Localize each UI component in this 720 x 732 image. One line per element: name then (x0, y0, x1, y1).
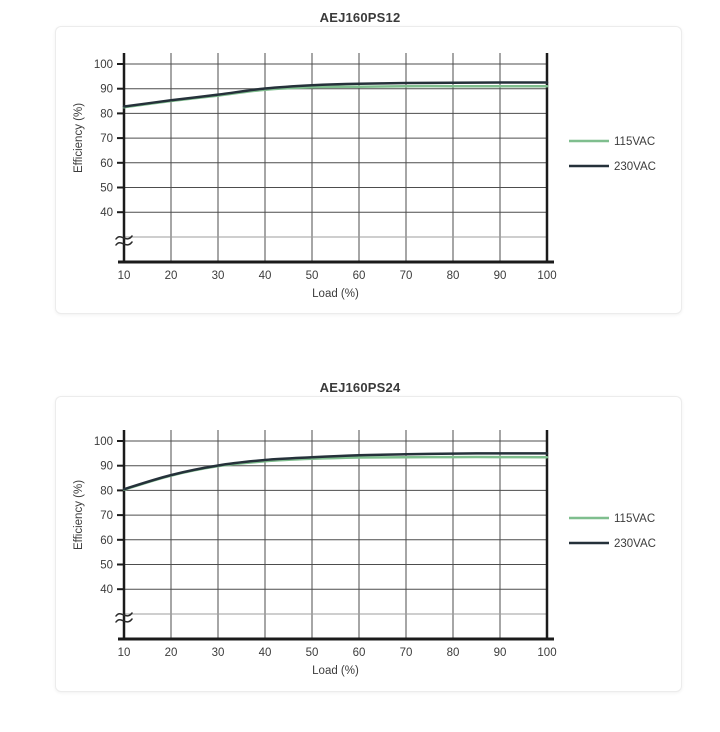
x-tick-label: 90 (494, 647, 507, 659)
y-axis-title: Efficiency (%) (73, 103, 85, 173)
x-tick-label: 20 (165, 270, 178, 282)
x-tick-label: 10 (118, 270, 131, 282)
y-tick-label: 90 (100, 84, 113, 96)
axis-break-icon (115, 241, 133, 246)
x-tick-label: 20 (165, 647, 178, 659)
chart-block-aej160ps12: AEJ160PS12 100 90 80 70 60 50 40 10 20 30 40 50 60 70… (0, 0, 720, 314)
y-tick-label: 100 (94, 436, 113, 448)
series-line-230vac (122, 452, 549, 491)
y-tick-label: 40 (100, 584, 113, 596)
x-tick-label: 80 (447, 270, 460, 282)
y-tick-label: 70 (100, 510, 113, 522)
x-tick-label: 50 (306, 270, 319, 282)
y-tick-label: 90 (100, 461, 113, 473)
x-tick-label: 70 (400, 270, 413, 282)
chart-block-aej160ps24: AEJ160PS24 100 90 80 70 60 50 40 10 20 30 40 50 60 70… (0, 370, 720, 692)
series-line-115vac (122, 455, 549, 491)
legend-label-230vac: 230VAC (614, 161, 656, 173)
series-line-115vac (122, 84, 549, 109)
x-axis-title: Load (%) (312, 665, 359, 677)
axis-break-icon (115, 618, 133, 623)
legend-label-230vac: 230VAC (614, 538, 656, 550)
y-tick-label: 70 (100, 133, 113, 145)
y-tick-label: 80 (100, 485, 113, 497)
axis-break-icon (115, 235, 133, 240)
y-tick-label: 50 (100, 183, 113, 195)
x-tick-label: 40 (259, 270, 272, 282)
y-tick-label: 50 (100, 560, 113, 572)
chart-card-aej160ps12: 100 90 80 70 60 50 40 10 20 30 40 50 60 70 80 90 100 115V… (55, 26, 682, 314)
x-tick-label: 30 (212, 647, 225, 659)
x-tick-label: 10 (118, 647, 131, 659)
y-tick-label: 60 (100, 158, 113, 170)
x-tick-label: 70 (400, 647, 413, 659)
y-tick-label: 80 (100, 108, 113, 120)
efficiency-chart-aej160ps12: 100 90 80 70 60 50 40 10 20 30 40 50 60 70 80 90 100 115V… (73, 53, 656, 300)
chart-card-aej160ps24: 100 90 80 70 60 50 40 10 20 30 40 50 60 70 80 90 100 115V… (55, 396, 682, 692)
x-tick-label: 50 (306, 647, 319, 659)
y-tick-label: 100 (94, 59, 113, 71)
legend-label-115vac: 115VAC (614, 136, 655, 148)
x-tick-label: 100 (537, 647, 556, 659)
x-tick-label: 80 (447, 647, 460, 659)
series-line-230vac (122, 81, 549, 108)
y-axis-title: Efficiency (%) (73, 480, 85, 550)
axis-break-icon (115, 612, 133, 617)
x-tick-label: 60 (353, 270, 366, 282)
x-axis-title: Load (%) (312, 288, 359, 300)
x-tick-label: 100 (537, 270, 556, 282)
y-tick-label: 40 (100, 207, 113, 219)
x-tick-label: 40 (259, 647, 272, 659)
chart-title-aej160ps24: AEJ160PS24 (319, 380, 401, 395)
y-tick-label: 60 (100, 535, 113, 547)
chart-title-aej160ps12: AEJ160PS12 (319, 10, 401, 25)
efficiency-chart-aej160ps24: 100 90 80 70 60 50 40 10 20 30 40 50 60 70 80 90 100 115V… (73, 430, 656, 677)
page: AEJ160PS12 100 90 80 70 60 50 40 10 20 30 40 50 60 70… (0, 0, 720, 692)
x-tick-label: 90 (494, 270, 507, 282)
x-tick-label: 60 (353, 647, 366, 659)
x-tick-label: 30 (212, 270, 225, 282)
legend-label-115vac: 115VAC (614, 513, 655, 525)
